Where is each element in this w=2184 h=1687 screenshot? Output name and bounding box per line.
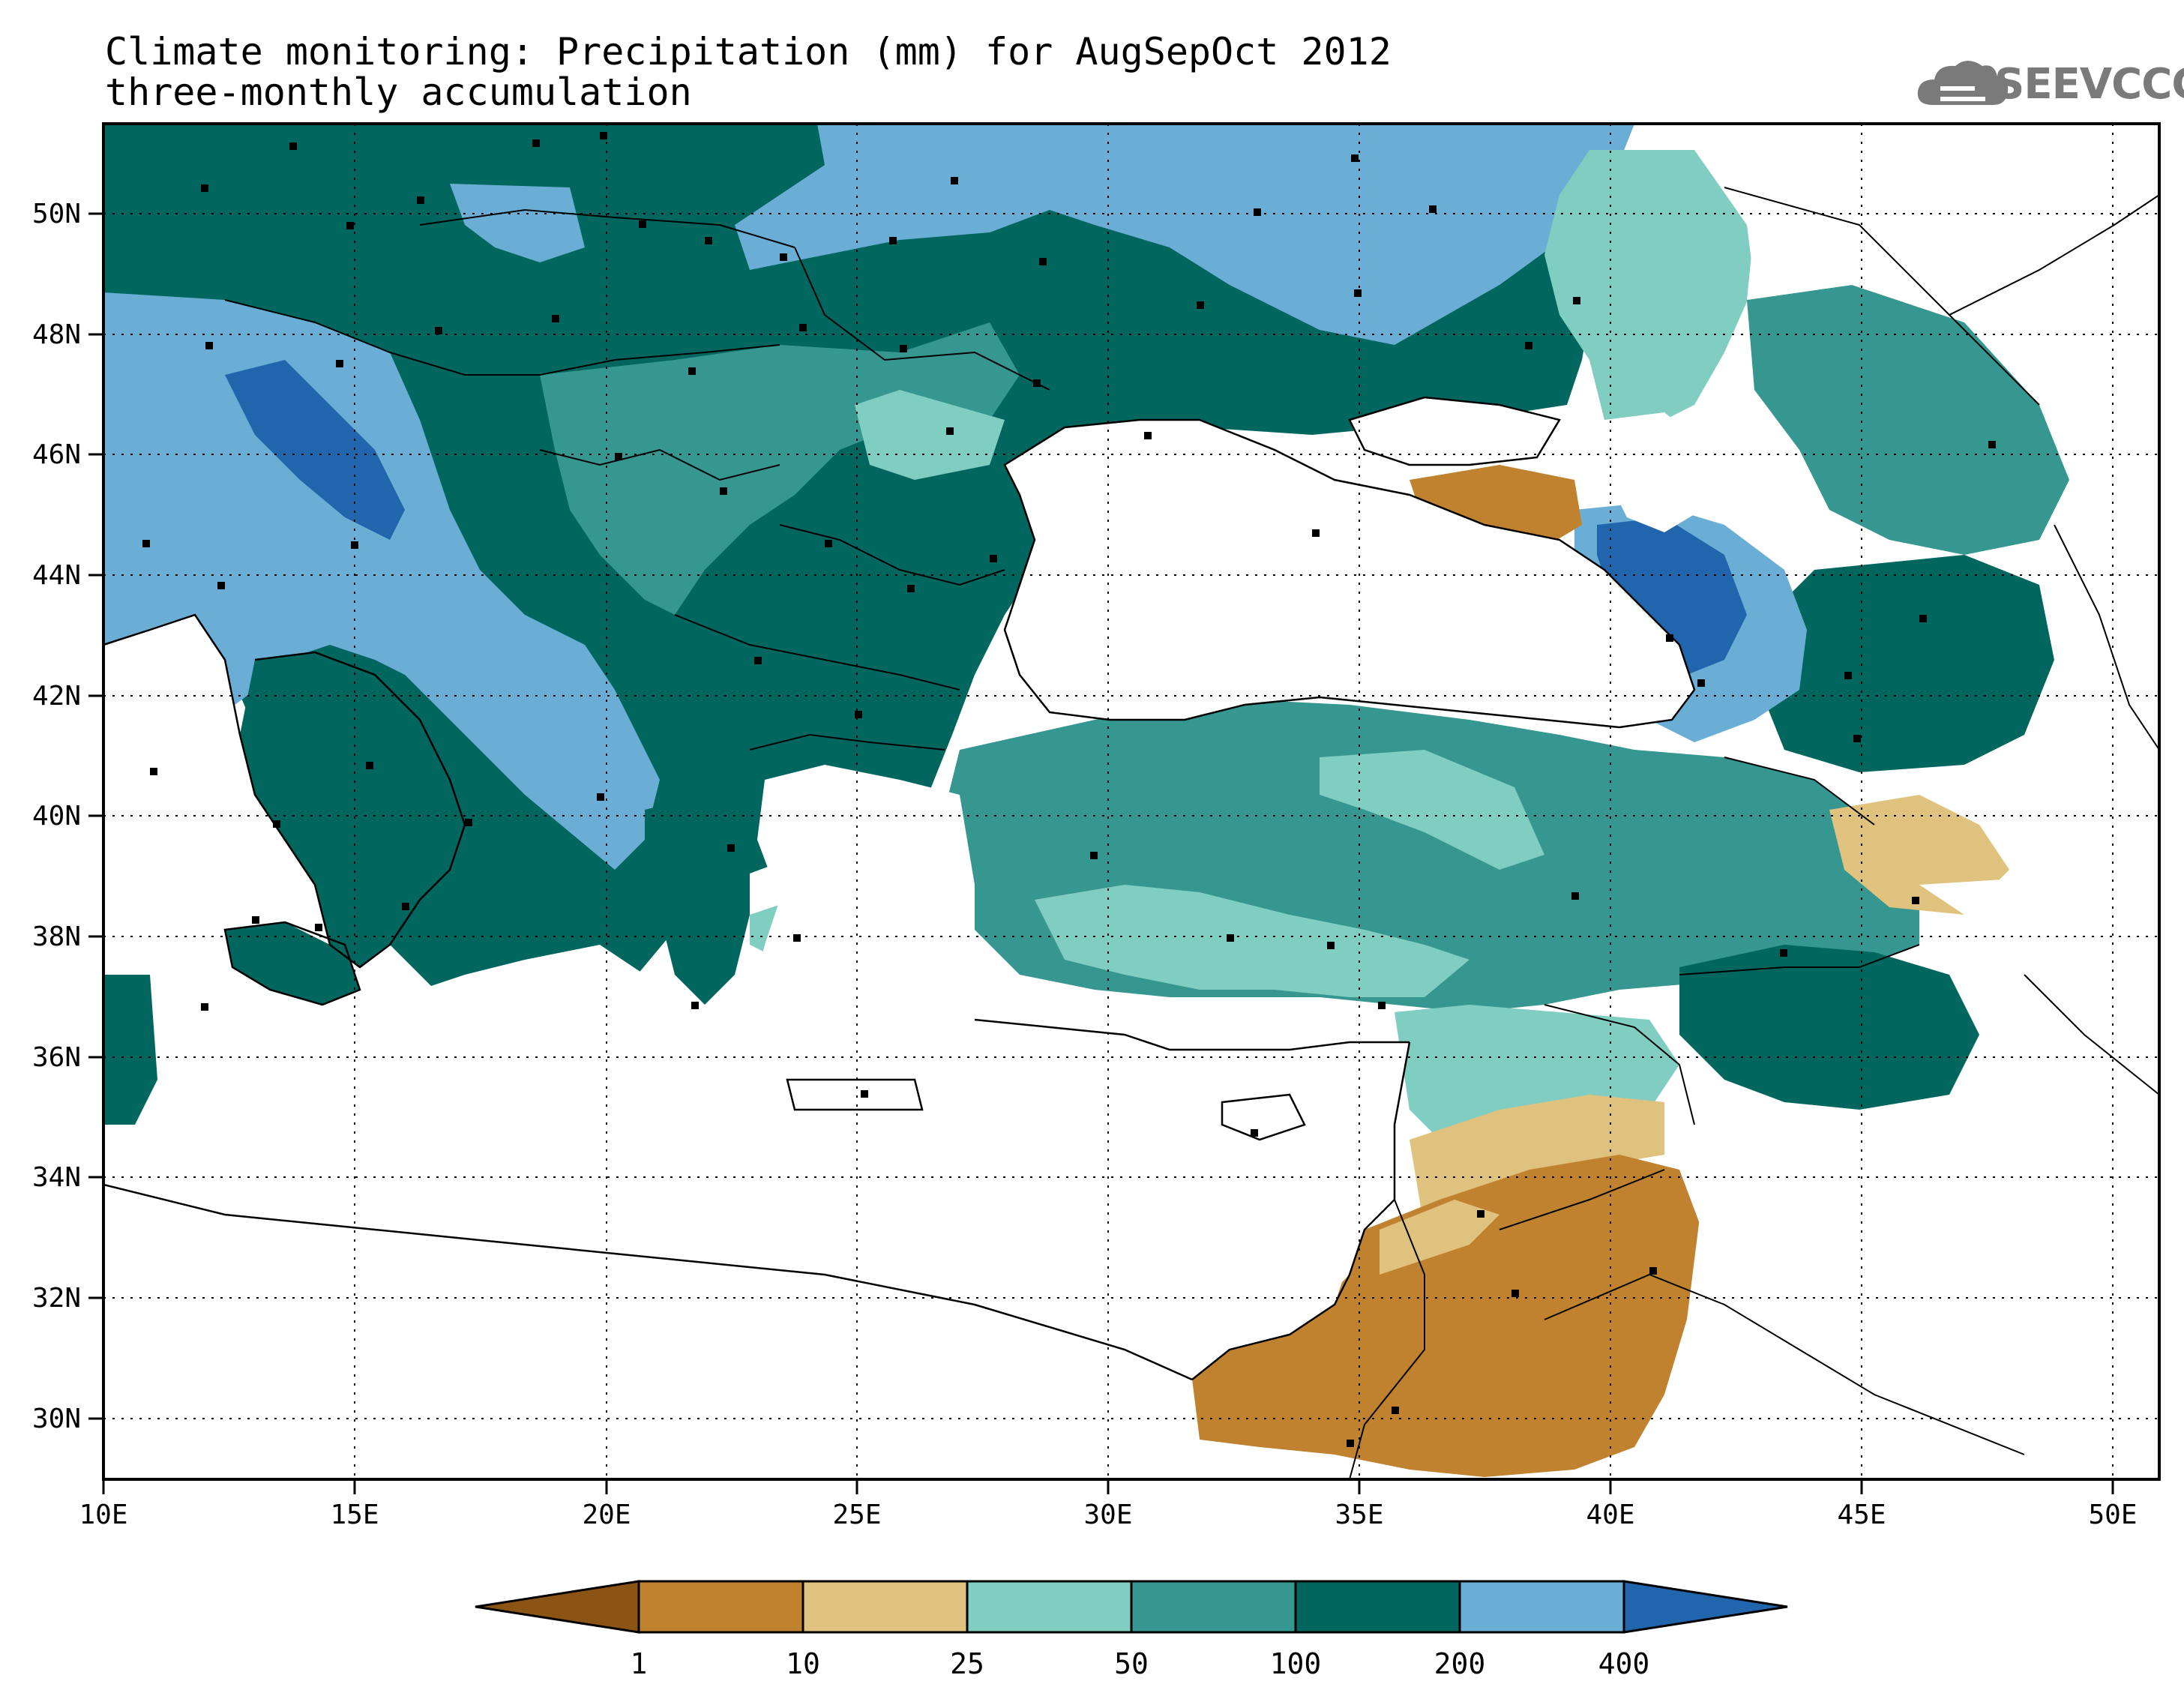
x-tick-45e: 45E [1837, 1500, 1886, 1530]
colorbar-swatch-above-400 [1622, 1580, 1788, 1634]
y-tick-30n: 30N [32, 1404, 81, 1434]
region-1-10-levant [1192, 1155, 1702, 1477]
missing-data-patch [1604, 412, 1709, 532]
region-over-400-georgia [1597, 517, 1747, 675]
region-100-200-caucasus [1754, 555, 2054, 772]
y-tick-labels: 30N 32N 34N 36N 38N 40N 42N 44N 46N 48N … [32, 199, 81, 1434]
region-100-200-greece [645, 795, 750, 1005]
x-tick-25e: 25E [832, 1500, 881, 1530]
coastlines [103, 396, 1696, 1381]
north-africa-nodata [103, 1185, 1200, 1479]
region-200-400-north [735, 124, 1634, 345]
colorbar-labels: 1 10 25 50 100 200 400 [631, 1647, 1650, 1680]
colorbar-swatch-25-50 [966, 1580, 1133, 1634]
x-tick-30e: 30E [1083, 1500, 1132, 1530]
sea-of-azov [1350, 397, 1559, 465]
colorbar-label-100: 100 [1270, 1647, 1322, 1680]
colorbar-swatch-1-10 [637, 1580, 804, 1634]
caspian-nodata [2024, 390, 2159, 870]
region-25-50-romania [855, 390, 1005, 480]
station-markers [142, 132, 1996, 1447]
region-100-200 [103, 124, 1634, 1200]
region-over-400-alps [225, 360, 405, 540]
map-subtitle: three-monthly accumulation [105, 70, 692, 114]
colorbar-swatch-50-100 [1130, 1580, 1297, 1634]
y-tick-48n: 48N [32, 319, 81, 350]
y-tick-32n: 32N [32, 1283, 81, 1314]
y-tick-36n: 36N [32, 1042, 81, 1073]
x-tick-10e: 10E [79, 1500, 127, 1530]
map-title: Climate monitoring: Precipitation (mm) f… [105, 30, 1392, 73]
colorbar-label-10: 10 [786, 1647, 820, 1680]
y-tick-40n: 40N [32, 801, 81, 832]
colorbar-swatch-10-25 [801, 1580, 969, 1634]
borders [224, 187, 2159, 1479]
colorbar-swatch-100-200 [1294, 1580, 1461, 1634]
tyrrhenian-sea [103, 615, 330, 975]
x-tick-20e: 20E [582, 1500, 631, 1530]
region-100-200-italy [240, 652, 465, 967]
colorbar-swatch-below-1 [475, 1580, 640, 1634]
black-sea [1005, 420, 1694, 727]
region-200-400-west [103, 292, 660, 870]
region-200-400-central [450, 184, 585, 262]
x-tick-labels: 10E 15E 20E 25E 30E 35E 40E 45E 50E [79, 1500, 2137, 1530]
y-tick-34n: 34N [32, 1162, 81, 1193]
east-nodata [1634, 1170, 2159, 1479]
x-tick-40e: 40E [1586, 1500, 1634, 1530]
region-10-25-levant [1380, 1200, 1499, 1275]
region-25-50-east [1544, 150, 1754, 427]
precip-field [103, 124, 2159, 1479]
axis-ticks [88, 212, 2114, 1494]
graticule [103, 124, 2159, 1479]
y-tick-50n: 50N [32, 199, 81, 229]
colorbar-swatch-200-400 [1458, 1580, 1625, 1634]
region-25-50-turkey-central [1320, 750, 1544, 870]
region-100-200-sardinia [105, 975, 157, 1125]
x-tick-50e: 50E [2088, 1500, 2137, 1530]
y-tick-46n: 46N [32, 439, 81, 470]
region-25-50-turkey-south [1035, 885, 1469, 997]
y-tick-44n: 44N [32, 560, 81, 591]
y-tick-42n: 42N [32, 681, 81, 712]
region-50-100-caucasus-north [1747, 285, 2069, 555]
x-tick-15e: 15E [330, 1500, 379, 1530]
cloud-icon [1917, 61, 2009, 105]
map-frame [102, 122, 2161, 1481]
colorbar [475, 1580, 1788, 1634]
iran-nodata [1919, 870, 2159, 1170]
colorbar-label-25: 25 [950, 1647, 984, 1680]
x-tick-35e: 35E [1335, 1500, 1383, 1530]
colorbar-label-1: 1 [631, 1647, 648, 1680]
colorbar-label-200: 200 [1434, 1647, 1486, 1680]
aegean-sea [750, 765, 975, 1050]
colorbar-label-400: 400 [1598, 1647, 1650, 1680]
region-100-200-iraq-north [1679, 945, 1979, 1110]
colorbar-label-50: 50 [1114, 1647, 1149, 1680]
logo-text: SEEVCCC [1994, 60, 2184, 109]
y-tick-38n: 38N [32, 921, 81, 952]
mediterranean-sea [103, 945, 1410, 1380]
